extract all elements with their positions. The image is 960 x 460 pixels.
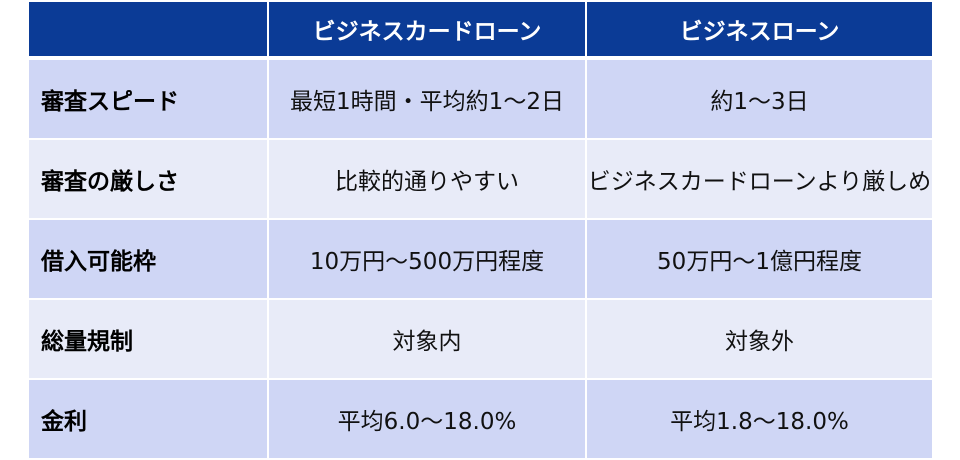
business-loan-cell: 対象外	[587, 300, 932, 380]
card-loan-cell: 10万円～500万円程度	[269, 220, 587, 300]
table-row-screening-speed: 審査スピード 最短1時間・平均約1～2日 約1～3日	[29, 60, 932, 140]
card-loan-cell: 比較的通りやすい	[269, 140, 587, 220]
row-label: 総量規制	[29, 300, 269, 380]
comparison-table: ビジネスカードローン ビジネスローン 審査スピード 最短1時間・平均約1～2日 …	[29, 2, 932, 460]
business-loan-cell: ビジネスカードローンより厳しめ	[587, 140, 932, 220]
row-label: 審査の厳しさ	[29, 140, 269, 220]
row-label: 金利	[29, 380, 269, 460]
card-loan-cell: 最短1時間・平均約1～2日	[269, 60, 587, 140]
table-row-borrowing-limit: 借入可能枠 10万円～500万円程度 50万円～1億円程度	[29, 220, 932, 300]
table-row-screening-strictness: 審査の厳しさ 比較的通りやすい ビジネスカードローンより厳しめ	[29, 140, 932, 220]
table-header-row: ビジネスカードローン ビジネスローン	[29, 2, 932, 60]
header-business-loan: ビジネスローン	[587, 2, 932, 60]
business-loan-cell: 約1～3日	[587, 60, 932, 140]
table-row-total-volume-regulation: 総量規制 対象内 対象外	[29, 300, 932, 380]
business-loan-cell: 50万円～1億円程度	[587, 220, 932, 300]
table-row-interest-rate: 金利 平均6.0～18.0% 平均1.8～18.0%	[29, 380, 932, 460]
row-label: 審査スピード	[29, 60, 269, 140]
card-loan-cell: 対象内	[269, 300, 587, 380]
card-loan-cell: 平均6.0～18.0%	[269, 380, 587, 460]
business-loan-cell: 平均1.8～18.0%	[587, 380, 932, 460]
row-label: 借入可能枠	[29, 220, 269, 300]
header-card-loan: ビジネスカードローン	[269, 2, 587, 60]
header-empty-cell	[29, 2, 269, 60]
